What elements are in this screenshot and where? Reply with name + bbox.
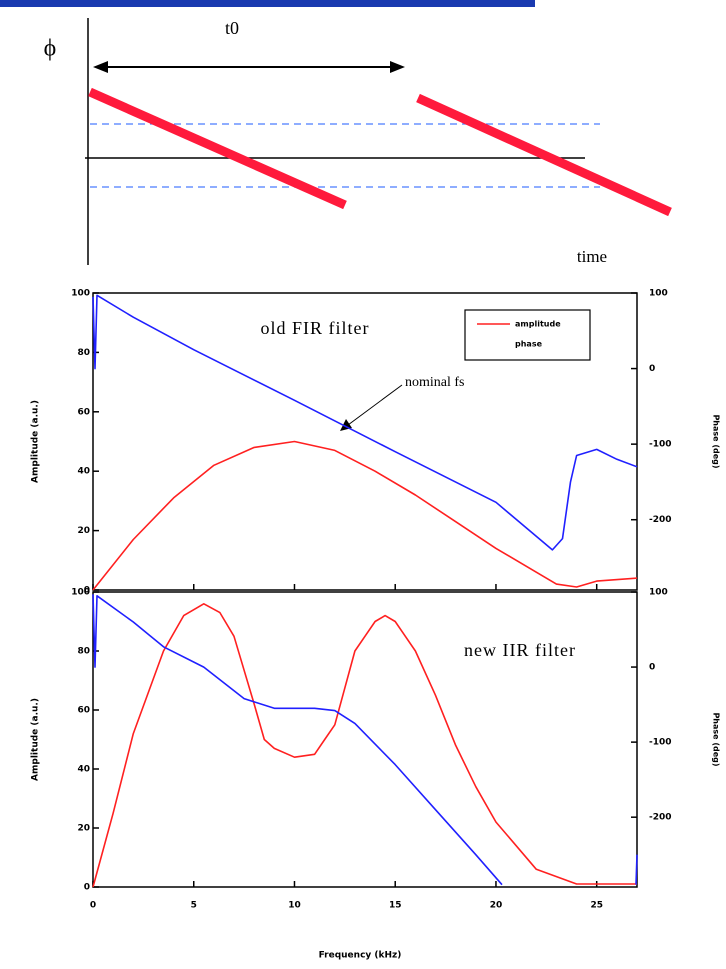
y2-tick-label: -200 [649,515,672,525]
y-tick-label: 100 [71,588,90,598]
y2-tick-label: -100 [649,440,672,450]
y-tick-label: 20 [77,526,90,536]
annotation-arrow [347,384,403,426]
annotation: nominal fs [405,375,465,390]
y-tick-label: 40 [77,765,90,775]
series-line [92,603,637,888]
arrow-head [93,61,108,73]
y2-tick-label: -200 [649,813,672,823]
y-tick-label: 0 [84,586,90,596]
x-tick-label: 10 [288,901,301,911]
y2-axis-label: Phase (deg) [712,712,721,766]
y-tick-label: 60 [77,407,90,417]
y-tick-label: 80 [77,647,90,657]
y-tick-label: 0 [84,883,90,893]
y-axis-label: Amplitude (a.u.) [31,698,41,781]
legend-label: amplitude [515,320,561,329]
x-tick-label: 5 [191,901,197,911]
y-tick-label: 40 [77,467,90,477]
x-tick-label: 25 [590,901,603,911]
phase-ramp [88,87,347,210]
plot-frame [92,591,638,888]
t0-label: t0 [225,18,239,38]
chart-title: old FIR filter [261,318,370,338]
y2-axis-label: Phase (deg) [712,414,721,468]
x-tick-label: 0 [90,901,96,911]
top-banner [0,0,535,7]
time-label: time [577,247,607,266]
y2-tick-label: 0 [649,364,655,374]
y-axis-label: Amplitude (a.u.) [31,400,41,483]
arrow-head [390,61,405,73]
y-tick-label: 80 [77,348,90,358]
y2-tick-label: 100 [649,289,668,299]
x-tick-label: 20 [490,901,503,911]
x-tick-label: 15 [389,901,402,911]
series-line [92,294,638,551]
chart-title: new IIR filter [464,640,576,660]
series-line [92,594,638,886]
y-tick-label: 100 [71,289,90,299]
legend-label: phase [515,340,543,349]
phase-ramp [416,93,672,217]
y2-tick-label: -100 [649,738,672,748]
legend-box [464,309,591,361]
y-tick-label: 60 [77,706,90,716]
y2-tick-label: 0 [649,663,655,673]
y-tick-label: 20 [77,824,90,834]
phi-label: ϕ [44,36,57,62]
y2-tick-label: 100 [649,588,668,598]
x-axis-label: Frequency (kHz) [319,951,402,961]
series-line [92,440,638,591]
plot-frame [92,292,638,591]
